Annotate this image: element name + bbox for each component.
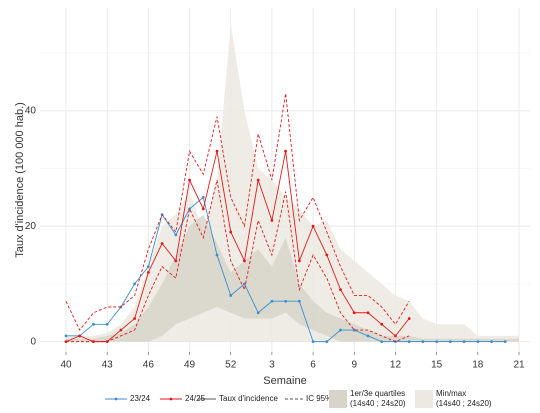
point: [229, 230, 233, 234]
point: [366, 334, 370, 338]
point: [394, 334, 397, 338]
x-tick-label: 52: [225, 360, 237, 371]
point: [215, 253, 219, 257]
ci-upper-line: [65, 93, 410, 331]
point: [407, 317, 411, 320]
point: [476, 340, 480, 344]
point: [188, 178, 191, 182]
legend-label: IC 95%: [306, 394, 332, 403]
point: [105, 340, 109, 344]
point: [270, 299, 274, 303]
point: [366, 311, 370, 315]
x-axis-title: Semaine: [263, 375, 306, 387]
point: [119, 328, 123, 332]
legend-label: Min/max: [436, 389, 466, 398]
point: [352, 311, 356, 315]
point: [105, 322, 109, 326]
point: [325, 340, 329, 344]
point: [201, 195, 205, 199]
point: [407, 340, 411, 344]
point: [339, 328, 342, 332]
point: [78, 334, 82, 338]
point: [201, 207, 205, 211]
legend-point: [114, 397, 118, 401]
point: [188, 207, 191, 211]
point: [297, 259, 301, 263]
point: [421, 340, 425, 344]
point: [256, 178, 260, 182]
point: [256, 311, 260, 315]
point: [490, 340, 493, 344]
x-tick-label: 12: [390, 360, 402, 371]
x-tick-label: 21: [513, 360, 525, 371]
point: [229, 294, 233, 297]
point: [243, 282, 246, 286]
x-tick-label: 40: [60, 360, 72, 371]
point: [503, 340, 507, 344]
point: [174, 233, 178, 237]
y-axis-title: Taux d'incidence (100 000 hab.): [14, 102, 26, 258]
point: [64, 334, 68, 338]
y-tick-label: 0: [30, 336, 36, 347]
y-tick-label: 20: [25, 221, 37, 232]
point: [435, 340, 439, 344]
point: [339, 288, 342, 292]
point: [160, 242, 164, 245]
x-tick-label: 49: [184, 360, 196, 371]
point: [174, 259, 178, 263]
point: [64, 340, 68, 344]
x-tick-label: 6: [310, 360, 316, 371]
legend-swatch: [329, 390, 347, 408]
legend-label: (14s40 ; 24s20): [350, 399, 406, 408]
ci-lower-line: [66, 179, 410, 343]
legend-label: (14s40 ; 24s20): [436, 399, 492, 408]
legend-point: [169, 397, 173, 401]
point: [380, 340, 384, 344]
point: [311, 340, 315, 344]
point: [380, 322, 384, 326]
point: [352, 328, 356, 332]
point: [311, 224, 315, 228]
point: [270, 219, 274, 222]
point: [284, 299, 288, 303]
x-tick-label: 46: [143, 360, 155, 371]
point: [462, 340, 466, 344]
point: [146, 270, 150, 274]
point: [297, 299, 301, 303]
point: [284, 149, 288, 153]
point: [133, 317, 137, 320]
point: [92, 322, 95, 326]
x-tick-label: 3: [269, 360, 275, 371]
series-line: [65, 151, 410, 343]
legend-label: 1er/3e quartiles: [350, 389, 405, 398]
point: [92, 340, 95, 344]
point: [448, 340, 452, 344]
band-area: [66, 214, 519, 342]
x-tick-label: 9: [351, 360, 357, 371]
y-tick-label: 40: [25, 105, 37, 116]
x-tick-label: 18: [472, 360, 484, 371]
legend-label: 24/25: [185, 394, 206, 403]
point: [243, 259, 246, 263]
legend-swatch: [415, 390, 433, 408]
legend-label: 23/24: [130, 394, 151, 403]
point: [325, 253, 329, 257]
legend-label: Taux d'incidence: [219, 394, 278, 403]
point: [215, 149, 219, 153]
point: [146, 265, 150, 268]
x-tick-label: 43: [102, 360, 114, 371]
point: [133, 282, 137, 286]
x-tick-label: 15: [431, 360, 443, 371]
